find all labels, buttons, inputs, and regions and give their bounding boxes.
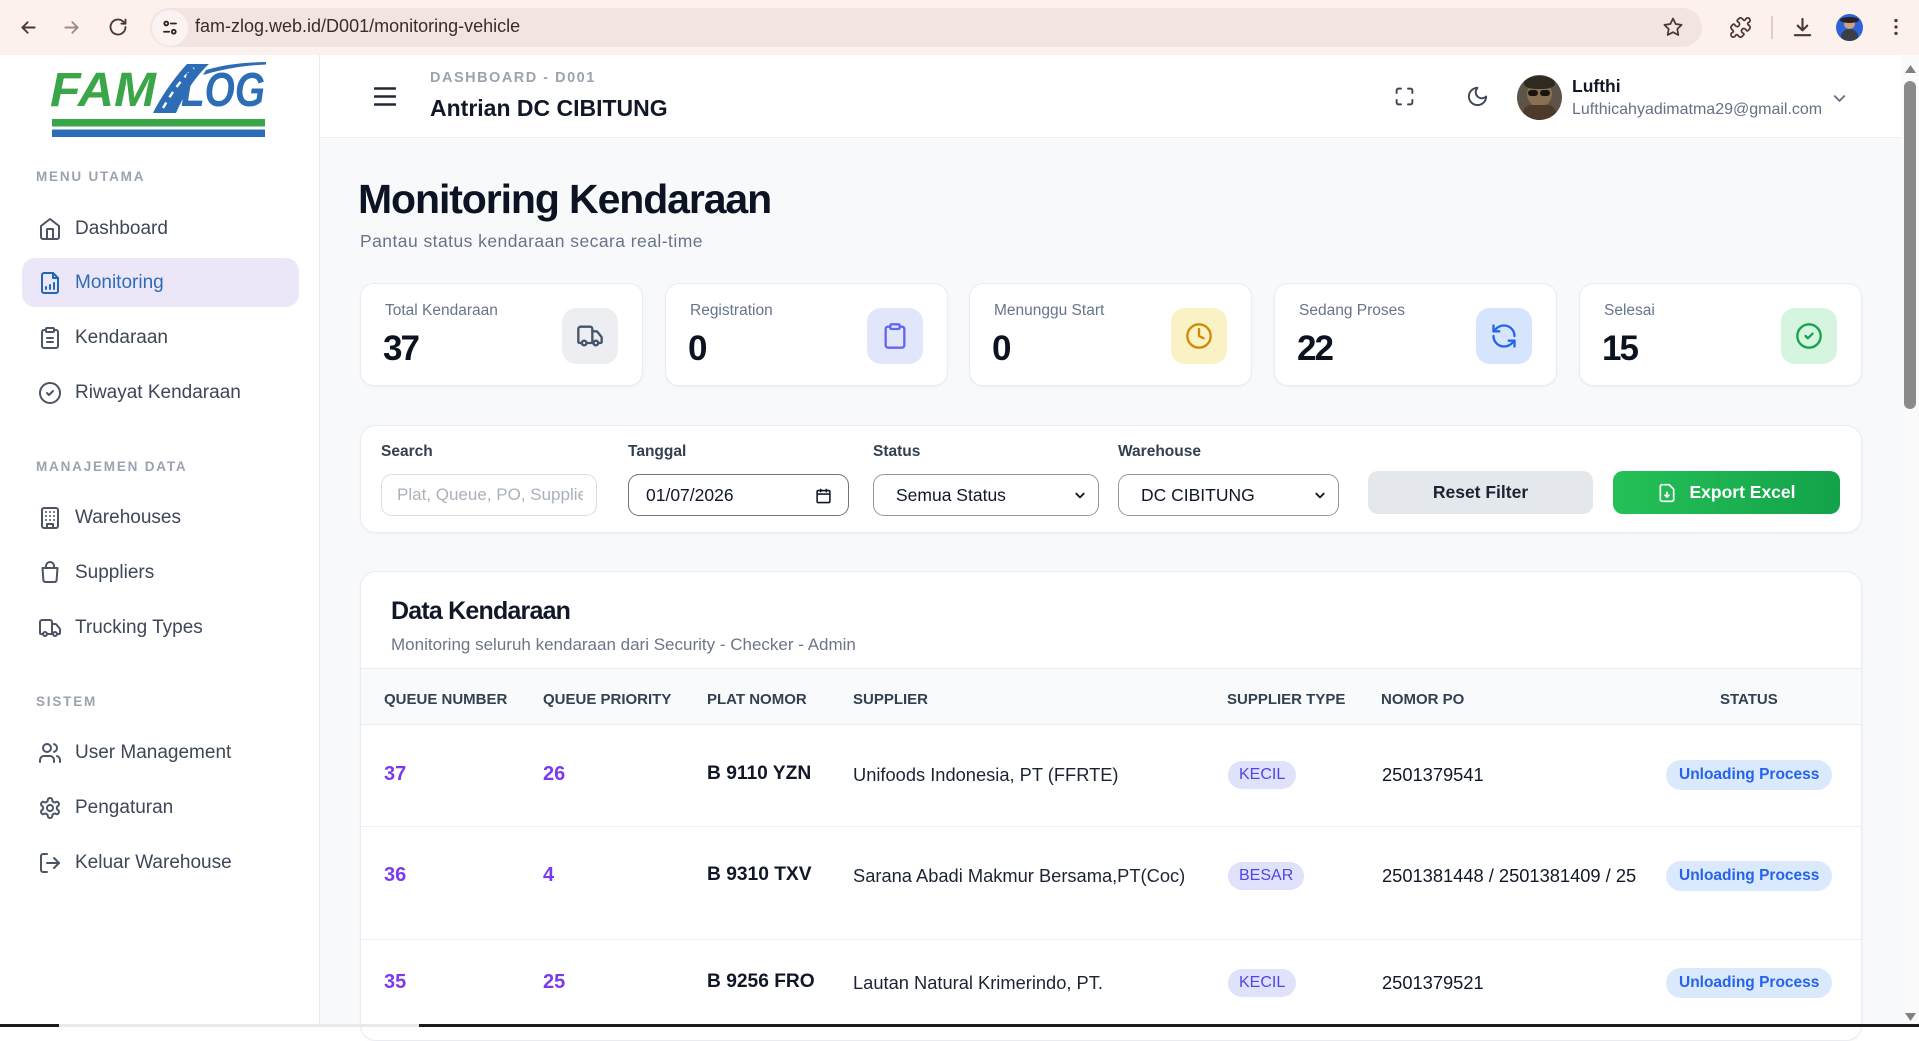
svg-text:FAM: FAM xyxy=(50,64,157,117)
svg-text:LOG: LOG xyxy=(181,64,265,117)
